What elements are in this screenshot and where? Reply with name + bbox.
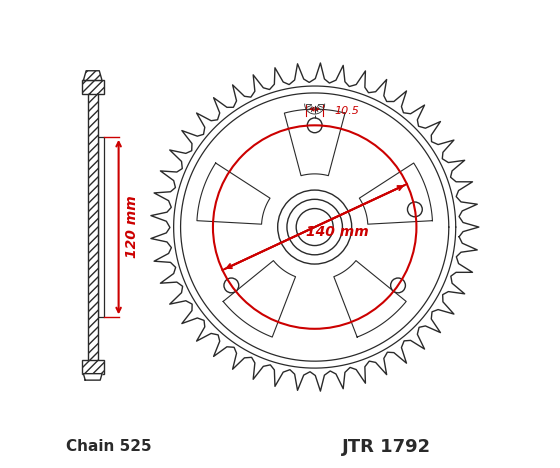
Text: 120 mm: 120 mm — [124, 196, 138, 258]
Text: 10.5: 10.5 — [334, 106, 360, 117]
Circle shape — [224, 278, 239, 293]
Polygon shape — [284, 109, 345, 176]
Bar — [82, 80, 104, 95]
Bar — [98, 137, 104, 317]
Text: JTR 1792: JTR 1792 — [342, 438, 431, 456]
Circle shape — [287, 199, 342, 255]
Bar — [87, 93, 98, 361]
Circle shape — [408, 202, 422, 217]
Polygon shape — [83, 373, 102, 380]
Bar — [87, 93, 98, 361]
Polygon shape — [151, 63, 479, 391]
Bar — [82, 360, 104, 373]
Circle shape — [307, 118, 322, 133]
Circle shape — [296, 209, 333, 246]
Text: 140 mm: 140 mm — [306, 225, 369, 239]
Bar — [82, 360, 104, 373]
Bar — [82, 80, 104, 95]
Polygon shape — [334, 261, 406, 337]
Circle shape — [391, 278, 405, 293]
Polygon shape — [197, 163, 270, 224]
Polygon shape — [83, 71, 102, 80]
Polygon shape — [223, 261, 296, 337]
Polygon shape — [360, 163, 432, 224]
Circle shape — [278, 190, 352, 264]
Text: Chain 525: Chain 525 — [66, 439, 152, 454]
